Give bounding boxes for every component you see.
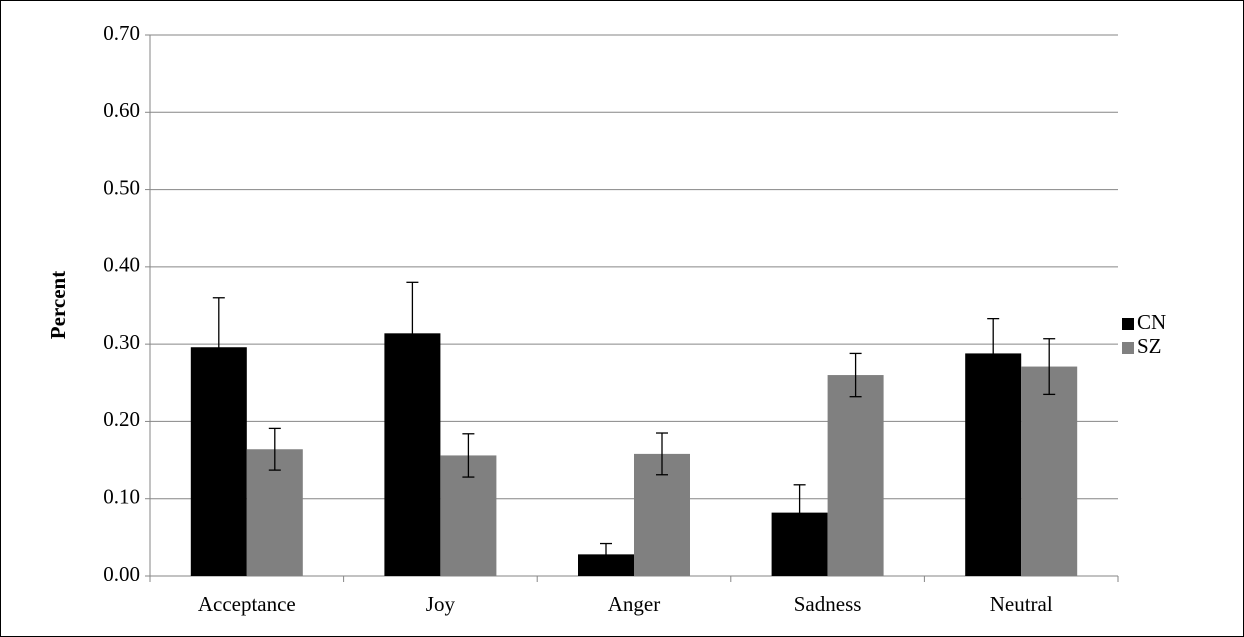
x-tick-label: Anger xyxy=(608,592,660,616)
x-tick-label: Neutral xyxy=(990,592,1053,616)
legend-label: CN xyxy=(1137,310,1166,334)
x-tick-label: Sadness xyxy=(794,592,862,616)
y-tick-label: 0.70 xyxy=(103,21,140,45)
y-tick-label: 0.40 xyxy=(103,253,140,277)
bar xyxy=(1021,366,1078,576)
y-tick-label: 0.10 xyxy=(103,485,140,509)
y-tick-label: 0.60 xyxy=(103,98,140,122)
x-tick-label: Joy xyxy=(426,592,456,616)
y-tick-label: 0.00 xyxy=(103,562,140,586)
x-tick-label: Acceptance xyxy=(198,592,296,616)
bar xyxy=(965,353,1022,576)
y-tick-label: 0.30 xyxy=(103,330,140,354)
y-tick-label: 0.50 xyxy=(103,175,140,199)
bar xyxy=(827,375,884,576)
legend-swatch xyxy=(1122,342,1134,354)
y-tick-label: 0.20 xyxy=(103,407,140,431)
legend-swatch xyxy=(1122,318,1134,330)
y-axis-label: Percent xyxy=(46,271,70,339)
legend-label: SZ xyxy=(1137,334,1162,358)
